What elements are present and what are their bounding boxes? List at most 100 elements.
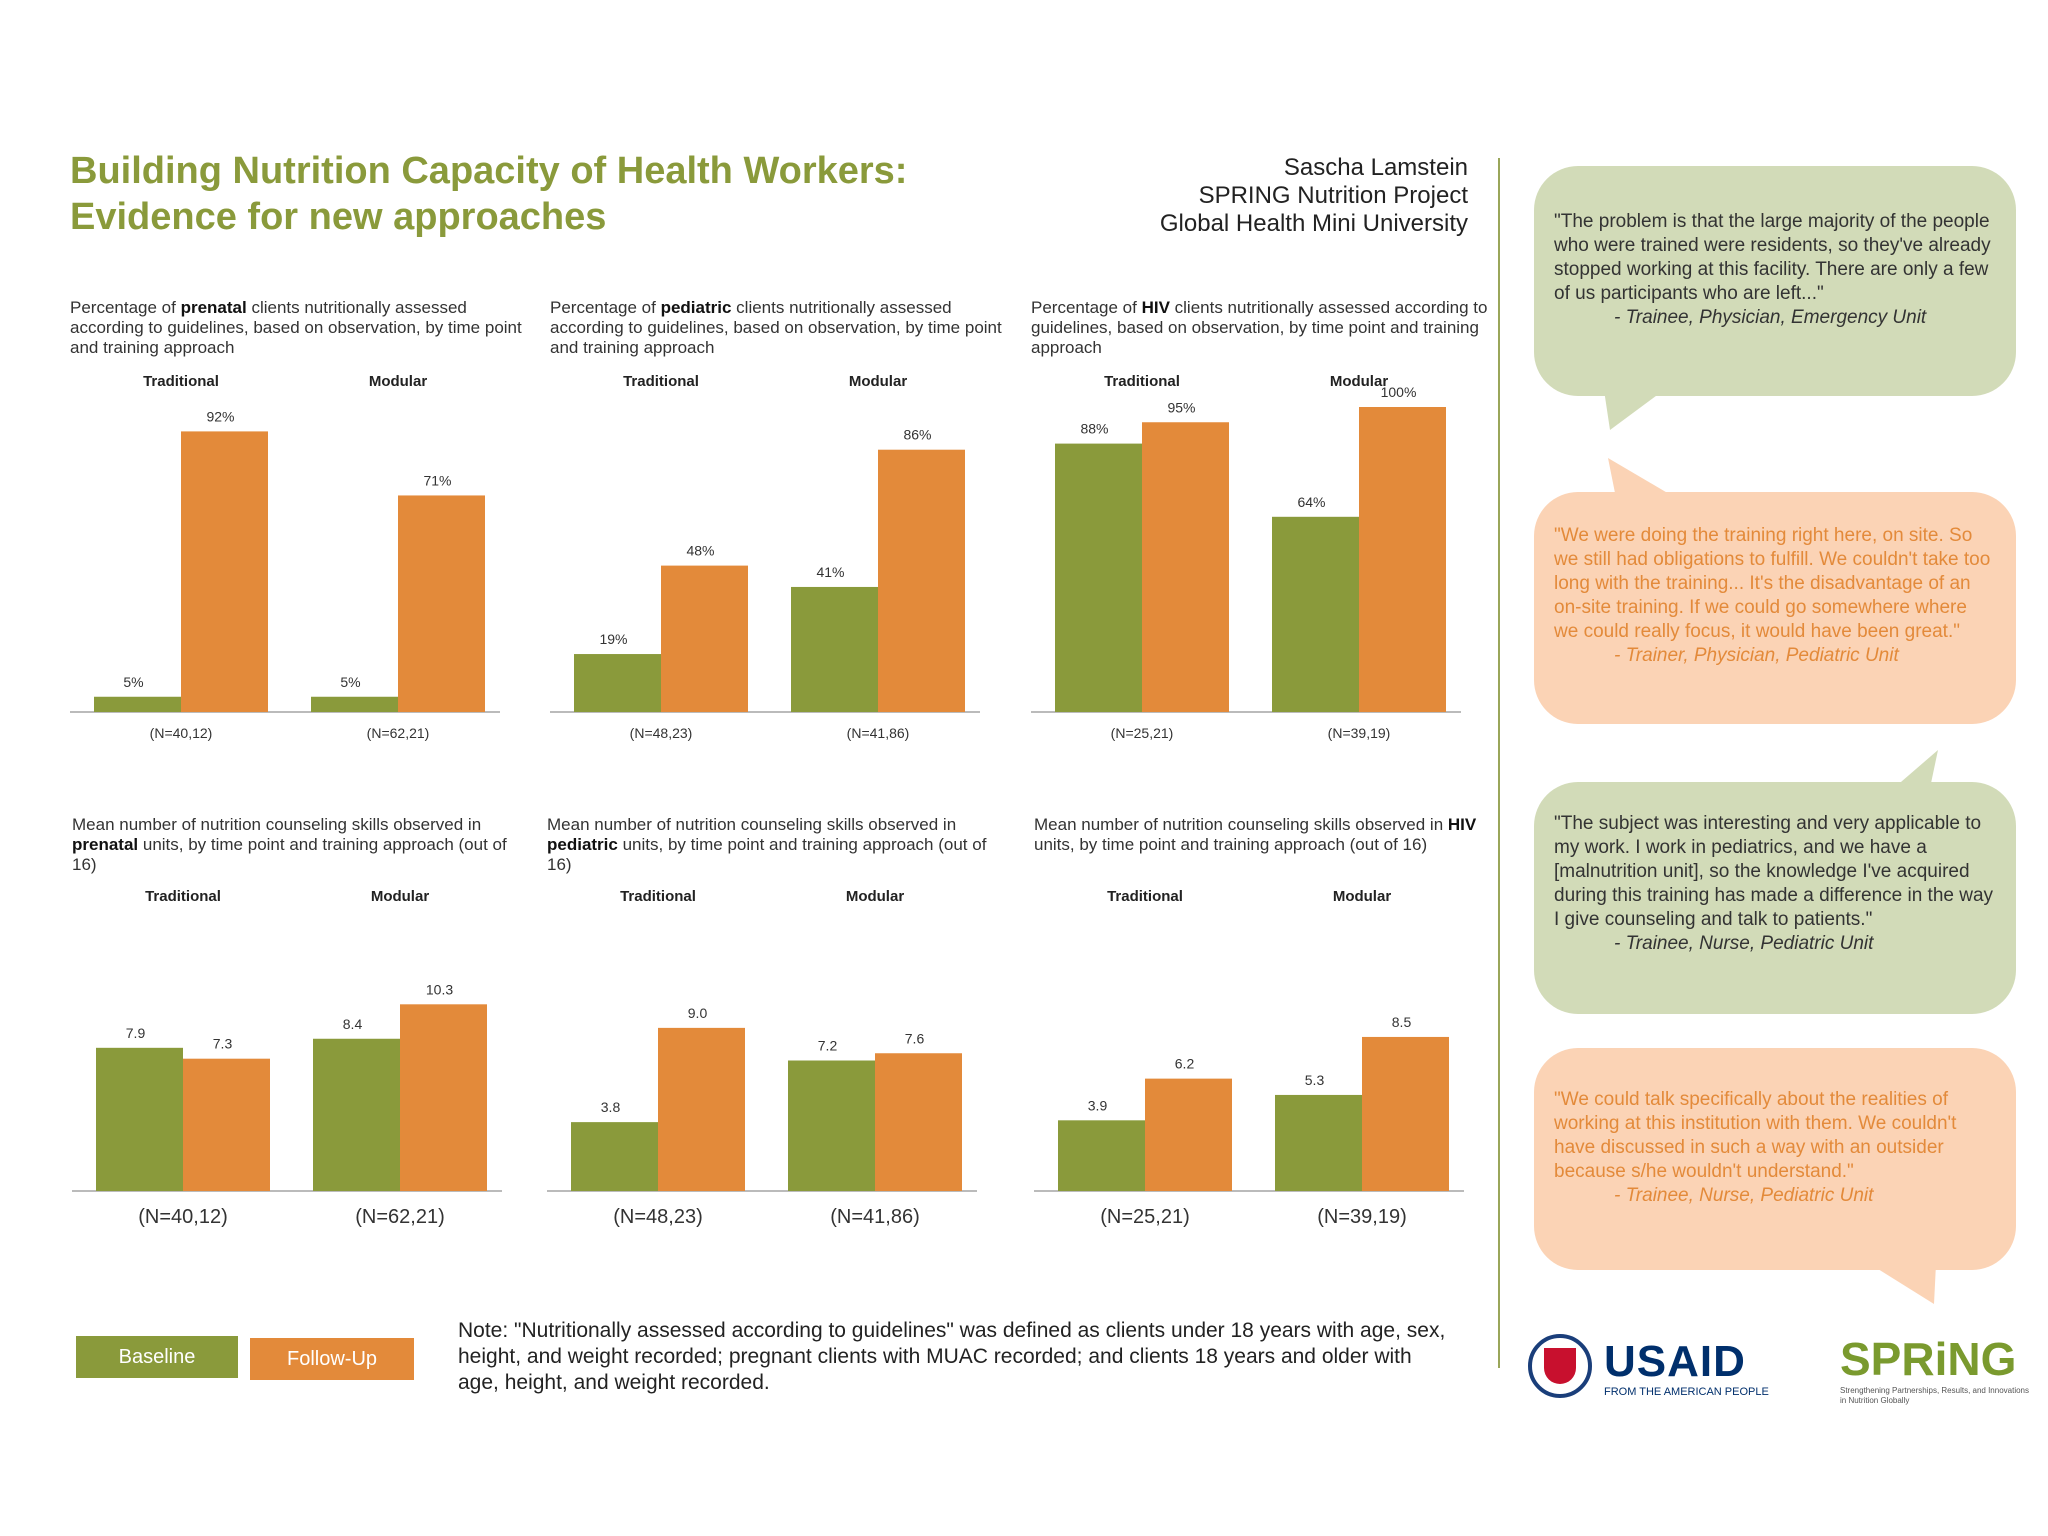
quote-text: "The subject was interesting and very ap…: [1554, 813, 1994, 930]
n-label: (N=48,23): [613, 1206, 703, 1228]
data-label: 71%: [423, 472, 451, 488]
author-event: Global Health Mini University: [1159, 210, 1468, 237]
group-label-modular: Modular: [371, 888, 429, 905]
quote-attribution: - Trainee, Nurse, Pediatric Unit: [1614, 1185, 1874, 1206]
chart-caption: Mean number of nutrition counseling skil…: [547, 815, 987, 874]
data-label: 5%: [340, 674, 360, 690]
quote-bubble-1: "The problem is that the large majority …: [1534, 166, 2016, 396]
n-label: (N=39,19): [1328, 725, 1391, 741]
group-label-traditional: Traditional: [623, 373, 699, 390]
chart-caption: Mean number of nutrition counseling skil…: [72, 815, 507, 874]
bar-followup-modular: [878, 449, 965, 712]
bar-followup-modular: [400, 1004, 487, 1191]
data-label: 5%: [123, 674, 143, 690]
data-label: 8.4: [343, 1016, 363, 1032]
group-label-traditional: Traditional: [620, 888, 696, 905]
spring-logo: SPRiNG: [1840, 1333, 2017, 1385]
bar-followup-traditional: [1145, 1078, 1232, 1191]
title-line-1: Building Nutrition Capacity of Health Wo…: [70, 150, 908, 192]
data-label: 88%: [1080, 421, 1108, 437]
bar-baseline-traditional: [1058, 1120, 1145, 1191]
data-label: 7.2: [818, 1038, 838, 1054]
bar-baseline-modular: [313, 1038, 400, 1191]
n-label: (N=41,86): [847, 725, 910, 741]
bar-baseline-traditional: [96, 1047, 183, 1191]
bar-followup-traditional: [183, 1058, 270, 1191]
column-divider: [1498, 158, 1500, 1368]
quote-text: "We were doing the training right here, …: [1554, 525, 1991, 642]
n-label: (N=25,21): [1111, 725, 1174, 741]
title-line-2: Evidence for new approaches: [70, 196, 607, 238]
data-label: 86%: [903, 427, 931, 443]
bar-followup-traditional: [1142, 422, 1229, 712]
usaid-logo: USAID: [1604, 1337, 1746, 1386]
data-label: 41%: [816, 564, 844, 580]
bubble-tail-1: [1604, 390, 1664, 430]
bar-baseline-traditional: [94, 696, 181, 712]
author-name: Sascha Lamstein: [1283, 154, 1468, 181]
quote-attribution: - Trainer, Physician, Pediatric Unit: [1614, 645, 1899, 666]
bar-followup-modular: [1359, 407, 1446, 712]
bar-followup-traditional: [658, 1027, 745, 1191]
data-label: 64%: [1297, 494, 1325, 510]
chart-caption: Percentage of prenatal clients nutrition…: [70, 298, 522, 357]
bubble-tail-4: [1870, 1264, 1936, 1304]
group-label-modular: Modular: [369, 373, 427, 390]
quote-attribution: - Trainee, Nurse, Pediatric Unit: [1614, 933, 1874, 954]
chart-pediatric-assessed: Percentage of pediatric clients nutritio…: [550, 298, 1010, 758]
data-label: 6.2: [1175, 1056, 1195, 1072]
chart-caption: Mean number of nutrition counseling skil…: [1034, 815, 1477, 854]
bar-baseline-modular: [311, 696, 398, 712]
chart-caption: Percentage of HIV clients nutritionally …: [1031, 298, 1488, 357]
quote-bubble-3: "The subject was interesting and very ap…: [1534, 782, 2016, 1014]
group-label-modular: Modular: [846, 888, 904, 905]
chart-caption: Percentage of pediatric clients nutritio…: [550, 298, 1002, 357]
chart-prenatal-skills: Mean number of nutrition counseling skil…: [72, 815, 532, 1285]
quote-attribution: - Trainee, Physician, Emergency Unit: [1614, 307, 1927, 328]
data-label: 8.5: [1392, 1014, 1412, 1030]
bar-baseline-modular: [1275, 1094, 1362, 1191]
chart-prenatal-assessed: Percentage of prenatal clients nutrition…: [70, 298, 530, 758]
bar-baseline-modular: [791, 586, 878, 712]
group-label-traditional: Traditional: [143, 373, 219, 390]
chart-plot: Traditional 88% 95% (N=25,21) Modular 64% 100%…: [1031, 373, 1461, 741]
data-label: 7.6: [905, 1030, 925, 1046]
usaid-tagline: FROM THE AMERICAN PEOPLE: [1604, 1386, 1769, 1398]
data-label: 3.9: [1088, 1097, 1108, 1113]
data-label: 19%: [599, 631, 627, 647]
n-label: (N=41,86): [830, 1206, 920, 1228]
data-label: 5.3: [1305, 1072, 1325, 1088]
n-label: (N=48,23): [630, 725, 693, 741]
legend-baseline: Baseline: [76, 1336, 238, 1378]
n-label: (N=39,19): [1317, 1206, 1407, 1228]
group-label-traditional: Traditional: [1107, 888, 1183, 905]
n-label: (N=62,21): [367, 725, 430, 741]
bar-baseline-traditional: [571, 1122, 658, 1191]
bar-followup-modular: [1362, 1036, 1449, 1191]
author-block: Sascha Lamstein SPRING Nutrition Project…: [1160, 154, 1468, 238]
bar-baseline-traditional: [1055, 443, 1142, 712]
bubble-tail-2: [1608, 458, 1676, 498]
data-label: 48%: [686, 543, 714, 559]
data-label: 7.3: [213, 1036, 233, 1052]
n-label: (N=40,12): [150, 725, 213, 741]
chart-plot: Traditional 3.9 6.2 (N=25,21) Modular 5.3 8.5 (…: [1034, 888, 1464, 1228]
bar-followup-modular: [398, 495, 485, 712]
quote-bubble-2: "We were doing the training right here, …: [1534, 492, 2016, 724]
bar-baseline-modular: [788, 1060, 875, 1191]
usaid-seal-icon: [1528, 1334, 1592, 1398]
author-project: SPRING Nutrition Project: [1198, 182, 1468, 209]
bar-followup-traditional: [181, 431, 268, 712]
data-label: 7.9: [126, 1025, 146, 1041]
data-label: 10.3: [426, 981, 453, 997]
data-label: 95%: [1167, 399, 1195, 415]
group-label-traditional: Traditional: [1104, 373, 1180, 390]
quote-text: "We could talk specifically about the re…: [1554, 1089, 1957, 1182]
n-label: (N=40,12): [138, 1206, 228, 1228]
bar-baseline-traditional: [574, 654, 661, 712]
data-label: 9.0: [688, 1005, 708, 1021]
group-label-modular: Modular: [1330, 373, 1388, 390]
poster-title: Building Nutrition Capacity of Health Wo…: [70, 148, 907, 240]
chart-plot: Traditional 7.9 7.3 (N=40,12) Modular 8.4 10.3…: [72, 888, 502, 1228]
data-label: 92%: [206, 408, 234, 424]
